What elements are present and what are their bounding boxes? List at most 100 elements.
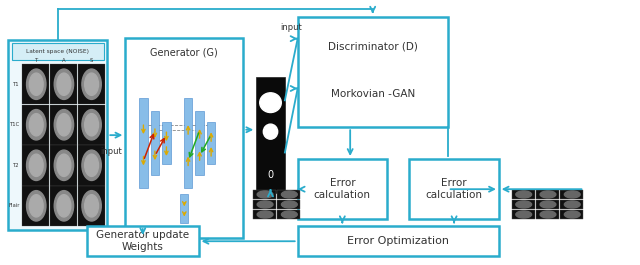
Ellipse shape — [260, 93, 282, 113]
Ellipse shape — [516, 201, 532, 208]
FancyBboxPatch shape — [77, 145, 105, 185]
FancyBboxPatch shape — [253, 200, 276, 209]
Ellipse shape — [257, 211, 273, 218]
Ellipse shape — [57, 114, 71, 136]
FancyBboxPatch shape — [87, 226, 198, 257]
Ellipse shape — [263, 124, 278, 139]
FancyBboxPatch shape — [50, 145, 77, 185]
Ellipse shape — [84, 73, 99, 95]
Ellipse shape — [57, 195, 71, 217]
FancyBboxPatch shape — [410, 159, 499, 219]
FancyBboxPatch shape — [50, 64, 77, 104]
FancyBboxPatch shape — [12, 43, 104, 60]
Text: 0: 0 — [268, 170, 273, 180]
Ellipse shape — [26, 191, 46, 221]
Text: S: S — [90, 58, 93, 63]
FancyBboxPatch shape — [207, 122, 215, 164]
Ellipse shape — [84, 195, 99, 217]
Ellipse shape — [26, 109, 46, 140]
FancyBboxPatch shape — [22, 105, 49, 145]
FancyBboxPatch shape — [298, 16, 448, 127]
FancyBboxPatch shape — [511, 190, 534, 200]
Text: T: T — [35, 58, 38, 63]
Ellipse shape — [282, 201, 297, 208]
Ellipse shape — [29, 114, 43, 136]
Ellipse shape — [282, 211, 297, 218]
FancyBboxPatch shape — [536, 190, 559, 200]
Text: Generator update
Weights: Generator update Weights — [96, 231, 189, 252]
FancyBboxPatch shape — [195, 111, 204, 175]
FancyBboxPatch shape — [511, 210, 534, 219]
Text: input: input — [280, 23, 302, 32]
FancyBboxPatch shape — [8, 40, 108, 230]
FancyBboxPatch shape — [22, 145, 49, 185]
FancyBboxPatch shape — [151, 111, 159, 175]
Ellipse shape — [564, 211, 580, 218]
Text: Error
calculation: Error calculation — [426, 178, 483, 200]
Text: A: A — [62, 58, 66, 63]
Ellipse shape — [516, 191, 532, 198]
Ellipse shape — [26, 150, 46, 180]
Text: Error Optimization: Error Optimization — [348, 236, 449, 246]
Ellipse shape — [29, 154, 43, 176]
Ellipse shape — [540, 191, 556, 198]
FancyBboxPatch shape — [256, 77, 285, 193]
Text: Flair: Flair — [8, 203, 20, 208]
Ellipse shape — [257, 201, 273, 208]
Ellipse shape — [82, 191, 101, 221]
FancyBboxPatch shape — [277, 190, 300, 200]
FancyBboxPatch shape — [536, 200, 559, 209]
Ellipse shape — [82, 69, 101, 99]
Ellipse shape — [516, 211, 532, 218]
FancyBboxPatch shape — [298, 226, 499, 257]
Ellipse shape — [84, 154, 99, 176]
Ellipse shape — [564, 191, 580, 198]
FancyBboxPatch shape — [536, 210, 559, 219]
Text: T1: T1 — [13, 82, 20, 87]
Ellipse shape — [82, 150, 101, 180]
FancyBboxPatch shape — [184, 98, 192, 188]
FancyBboxPatch shape — [560, 210, 583, 219]
Ellipse shape — [54, 109, 74, 140]
FancyBboxPatch shape — [77, 105, 105, 145]
Text: Morkovian -GAN: Morkovian -GAN — [331, 89, 415, 99]
Text: input: input — [100, 147, 122, 156]
Ellipse shape — [564, 201, 580, 208]
Ellipse shape — [57, 154, 71, 176]
FancyBboxPatch shape — [77, 186, 105, 226]
Ellipse shape — [54, 150, 74, 180]
FancyBboxPatch shape — [277, 210, 300, 219]
FancyBboxPatch shape — [22, 64, 49, 104]
Ellipse shape — [540, 211, 556, 218]
FancyBboxPatch shape — [50, 105, 77, 145]
FancyBboxPatch shape — [140, 98, 148, 188]
FancyBboxPatch shape — [277, 200, 300, 209]
Ellipse shape — [29, 73, 43, 95]
FancyBboxPatch shape — [163, 122, 171, 164]
FancyBboxPatch shape — [511, 200, 534, 209]
FancyBboxPatch shape — [77, 64, 105, 104]
Ellipse shape — [257, 191, 273, 198]
FancyBboxPatch shape — [560, 190, 583, 200]
FancyBboxPatch shape — [22, 186, 49, 226]
Text: Generator (G): Generator (G) — [150, 47, 218, 57]
Text: Discriminator (D): Discriminator (D) — [328, 41, 418, 51]
Ellipse shape — [29, 195, 43, 217]
Ellipse shape — [540, 201, 556, 208]
FancyBboxPatch shape — [560, 200, 583, 209]
Ellipse shape — [57, 73, 71, 95]
Ellipse shape — [54, 191, 74, 221]
Ellipse shape — [84, 114, 99, 136]
Text: T2: T2 — [13, 163, 20, 168]
FancyBboxPatch shape — [50, 186, 77, 226]
FancyBboxPatch shape — [253, 190, 276, 200]
Text: Latent space (NOISE): Latent space (NOISE) — [26, 49, 90, 54]
FancyBboxPatch shape — [125, 38, 243, 238]
Text: T1C: T1C — [10, 122, 20, 127]
FancyBboxPatch shape — [298, 159, 387, 219]
FancyBboxPatch shape — [180, 195, 188, 223]
Ellipse shape — [26, 69, 46, 99]
FancyBboxPatch shape — [253, 210, 276, 219]
Ellipse shape — [82, 109, 101, 140]
Ellipse shape — [54, 69, 74, 99]
